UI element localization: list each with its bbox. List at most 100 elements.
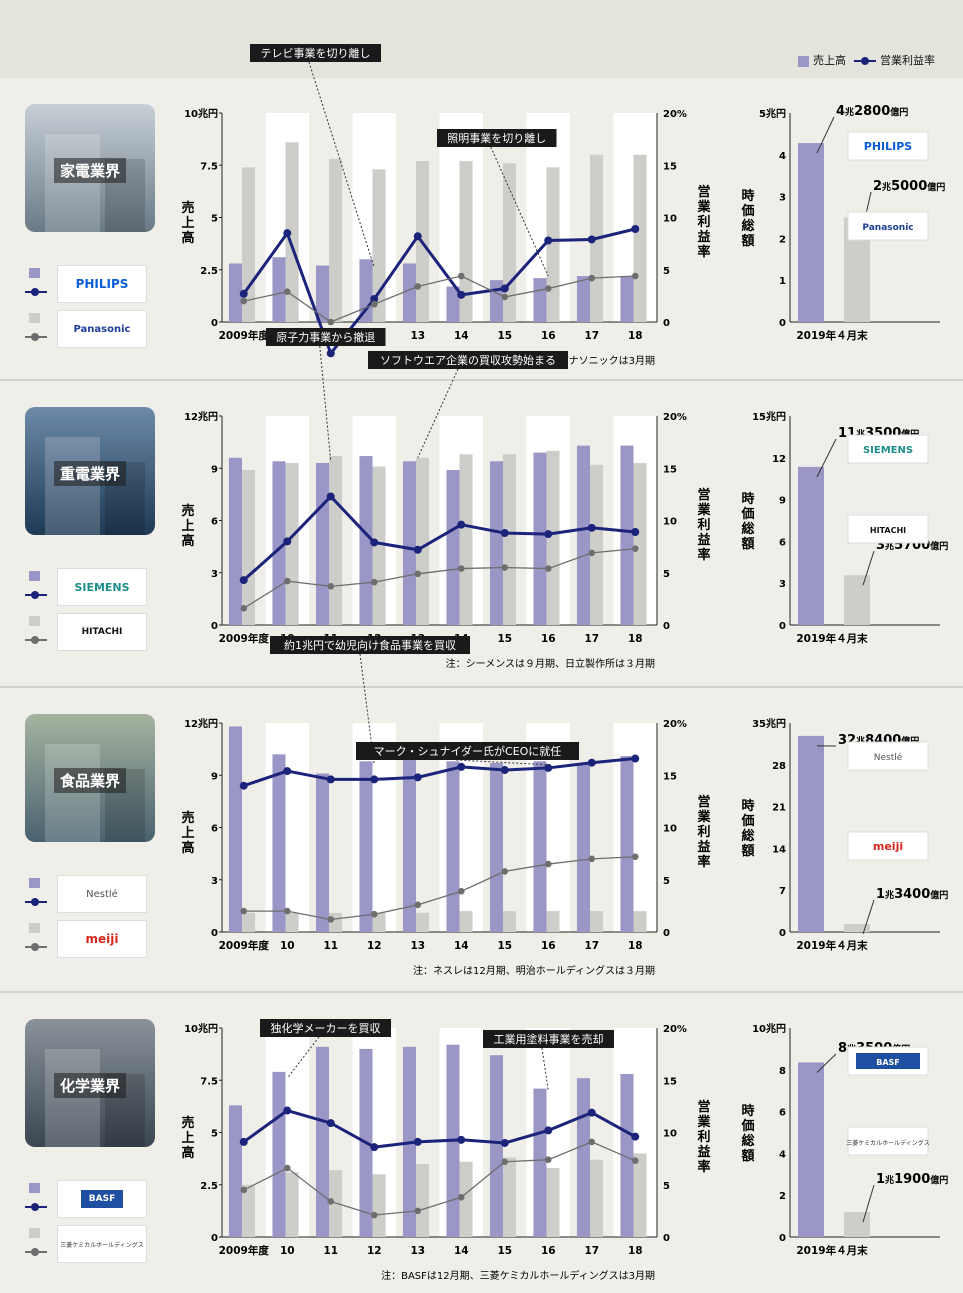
- mc-axis-label: 時: [741, 188, 754, 204]
- market-cap-bar: [798, 735, 824, 932]
- mc-logo-box: [847, 211, 929, 241]
- y2-axis-label: 業: [696, 502, 711, 518]
- line-point: [283, 1106, 292, 1115]
- section-3: 0 2.5 5 7.5 10兆円 0 5 10 15 20% 売上高 営業利益率 2009年度 10 11 1…: [0, 991, 963, 1282]
- mc-logo-text: meiji: [873, 840, 903, 853]
- bar: [459, 1161, 473, 1237]
- y2-axis-label: 業: [696, 199, 711, 215]
- margin-line: [243, 548, 636, 609]
- line-point: [631, 272, 639, 280]
- bar: [272, 1071, 286, 1237]
- logo-key-1: HITACHI: [25, 613, 155, 653]
- bar: [372, 169, 386, 322]
- bar: [285, 142, 299, 322]
- line-point: [239, 1137, 248, 1146]
- market-cap-leader: [816, 1053, 837, 1073]
- annotation-text: 約1兆円で幼児向け食品事業を買収: [284, 638, 456, 652]
- industry-photo: 食品業界: [25, 714, 155, 842]
- market-cap-label: 2兆5000億円: [873, 179, 945, 194]
- line-point: [239, 576, 248, 585]
- market-cap-leader: [862, 899, 875, 935]
- annotation-text: 独化学メーカーを買収: [271, 1021, 381, 1035]
- y-tick-label: 3: [211, 569, 218, 580]
- bar: [285, 463, 299, 625]
- section-divider: [0, 686, 963, 688]
- line-point: [370, 578, 378, 586]
- line-point: [283, 907, 291, 915]
- bar: [546, 167, 560, 322]
- mc-y-tick-label: 35兆円: [752, 717, 786, 730]
- logo-key-0: SIEMENS: [25, 568, 155, 608]
- annotation-text: ソフトウエア企業の買収攻勢始まる: [380, 353, 556, 367]
- mc-axis-label: 時: [741, 491, 754, 507]
- line-point: [457, 762, 466, 771]
- bar: [372, 1174, 386, 1237]
- line-point: [457, 272, 465, 280]
- mc-logo-text: PHILIPS: [864, 140, 913, 153]
- y2-tick-label: 0: [663, 318, 670, 329]
- mc-y-tick-label: 6: [779, 1108, 786, 1119]
- y-axis-label: 売: [181, 200, 194, 216]
- bar: [272, 754, 286, 932]
- y2-axis-label: 営: [697, 184, 710, 200]
- bar: [285, 1172, 299, 1237]
- line-point: [544, 285, 552, 292]
- line-point: [370, 775, 379, 784]
- line-point: [500, 1138, 509, 1147]
- line-point: [327, 583, 335, 590]
- x-tick-label: 2009年度: [219, 939, 270, 952]
- y-tick-label: 10兆円: [184, 107, 218, 120]
- mc-logo-text: Nestlé: [874, 752, 903, 763]
- line-point: [327, 1198, 335, 1205]
- mc-logo-bg: [856, 1053, 920, 1069]
- bar: [329, 158, 343, 322]
- logo-key-0: BASF: [25, 1180, 155, 1220]
- line-point: [631, 1132, 640, 1141]
- logo-key-1: Panasonic: [25, 310, 155, 350]
- line-point: [326, 775, 335, 784]
- mc-axis-label: 価: [740, 1118, 754, 1134]
- line-point: [283, 537, 292, 546]
- company-logo: HITACHI: [57, 613, 147, 651]
- mc-y-tick-label: 0: [779, 621, 786, 632]
- bar: [503, 911, 517, 932]
- market-cap-leader: [816, 438, 837, 478]
- bar: [228, 726, 243, 932]
- y2-axis-label: 率: [697, 244, 710, 260]
- y-axis-label: 上: [181, 519, 194, 534]
- mc-logo-box: [847, 434, 929, 464]
- mc-logo-text: Panasonic: [862, 223, 913, 233]
- x-tick-label: 14: [454, 940, 469, 952]
- x-tick-label: 2009年度: [219, 329, 270, 342]
- y2-axis-label: 利: [697, 214, 710, 230]
- market-cap-bar: [798, 466, 824, 625]
- chart-note: 注：シーメンスは９月期、日立製作所は３月期: [446, 657, 655, 670]
- line-point: [588, 855, 596, 863]
- chart-legend: 売上高 営業利益率: [798, 52, 935, 68]
- y-tick-label: 5: [211, 214, 218, 225]
- y2-axis-label: 益: [697, 1144, 710, 1160]
- y-tick-label: 6: [211, 824, 218, 835]
- line-point: [588, 1138, 596, 1146]
- company-logo: PHILIPS: [57, 265, 147, 303]
- line-point: [631, 224, 640, 233]
- y-axis-label: 上: [181, 826, 194, 841]
- y2-axis-label: 率: [697, 854, 710, 870]
- y2-tick-label: 0: [663, 1233, 670, 1244]
- logo-key-0: PHILIPS: [25, 265, 155, 305]
- annotation-text: 照明事業を切り離し: [447, 131, 546, 145]
- y2-tick-label: 15: [663, 161, 677, 172]
- line-point: [457, 290, 466, 299]
- top-banner: 売上高 営業利益率: [0, 0, 963, 78]
- section-2: 0 3 6 9 12兆円 0 5 10 15 20% 売上高 営業利益率 2009年度 10 11 12 13 1…: [0, 636, 963, 977]
- annotation-box: [270, 636, 470, 654]
- y2-tick-label: 10: [663, 214, 677, 225]
- line-point: [283, 577, 291, 585]
- x-tick-label: 14: [454, 1245, 469, 1257]
- bar: [546, 1168, 560, 1237]
- line-point: [240, 604, 248, 612]
- company-logo: meiji: [57, 920, 147, 958]
- line-point: [413, 1137, 422, 1146]
- mc-logo-box: [847, 131, 929, 161]
